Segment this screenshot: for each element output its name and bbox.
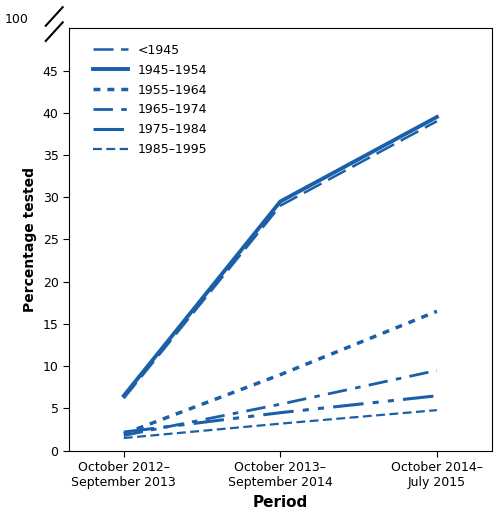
Y-axis label: Percentage tested: Percentage tested: [23, 167, 37, 312]
X-axis label: Period: Period: [252, 495, 308, 510]
Legend: <1945, 1945–1954, 1955–1964, 1965–1974, 1975–1984, 1985–1995: <1945, 1945–1954, 1955–1964, 1965–1974, …: [88, 39, 212, 161]
Text: 100: 100: [5, 13, 29, 26]
